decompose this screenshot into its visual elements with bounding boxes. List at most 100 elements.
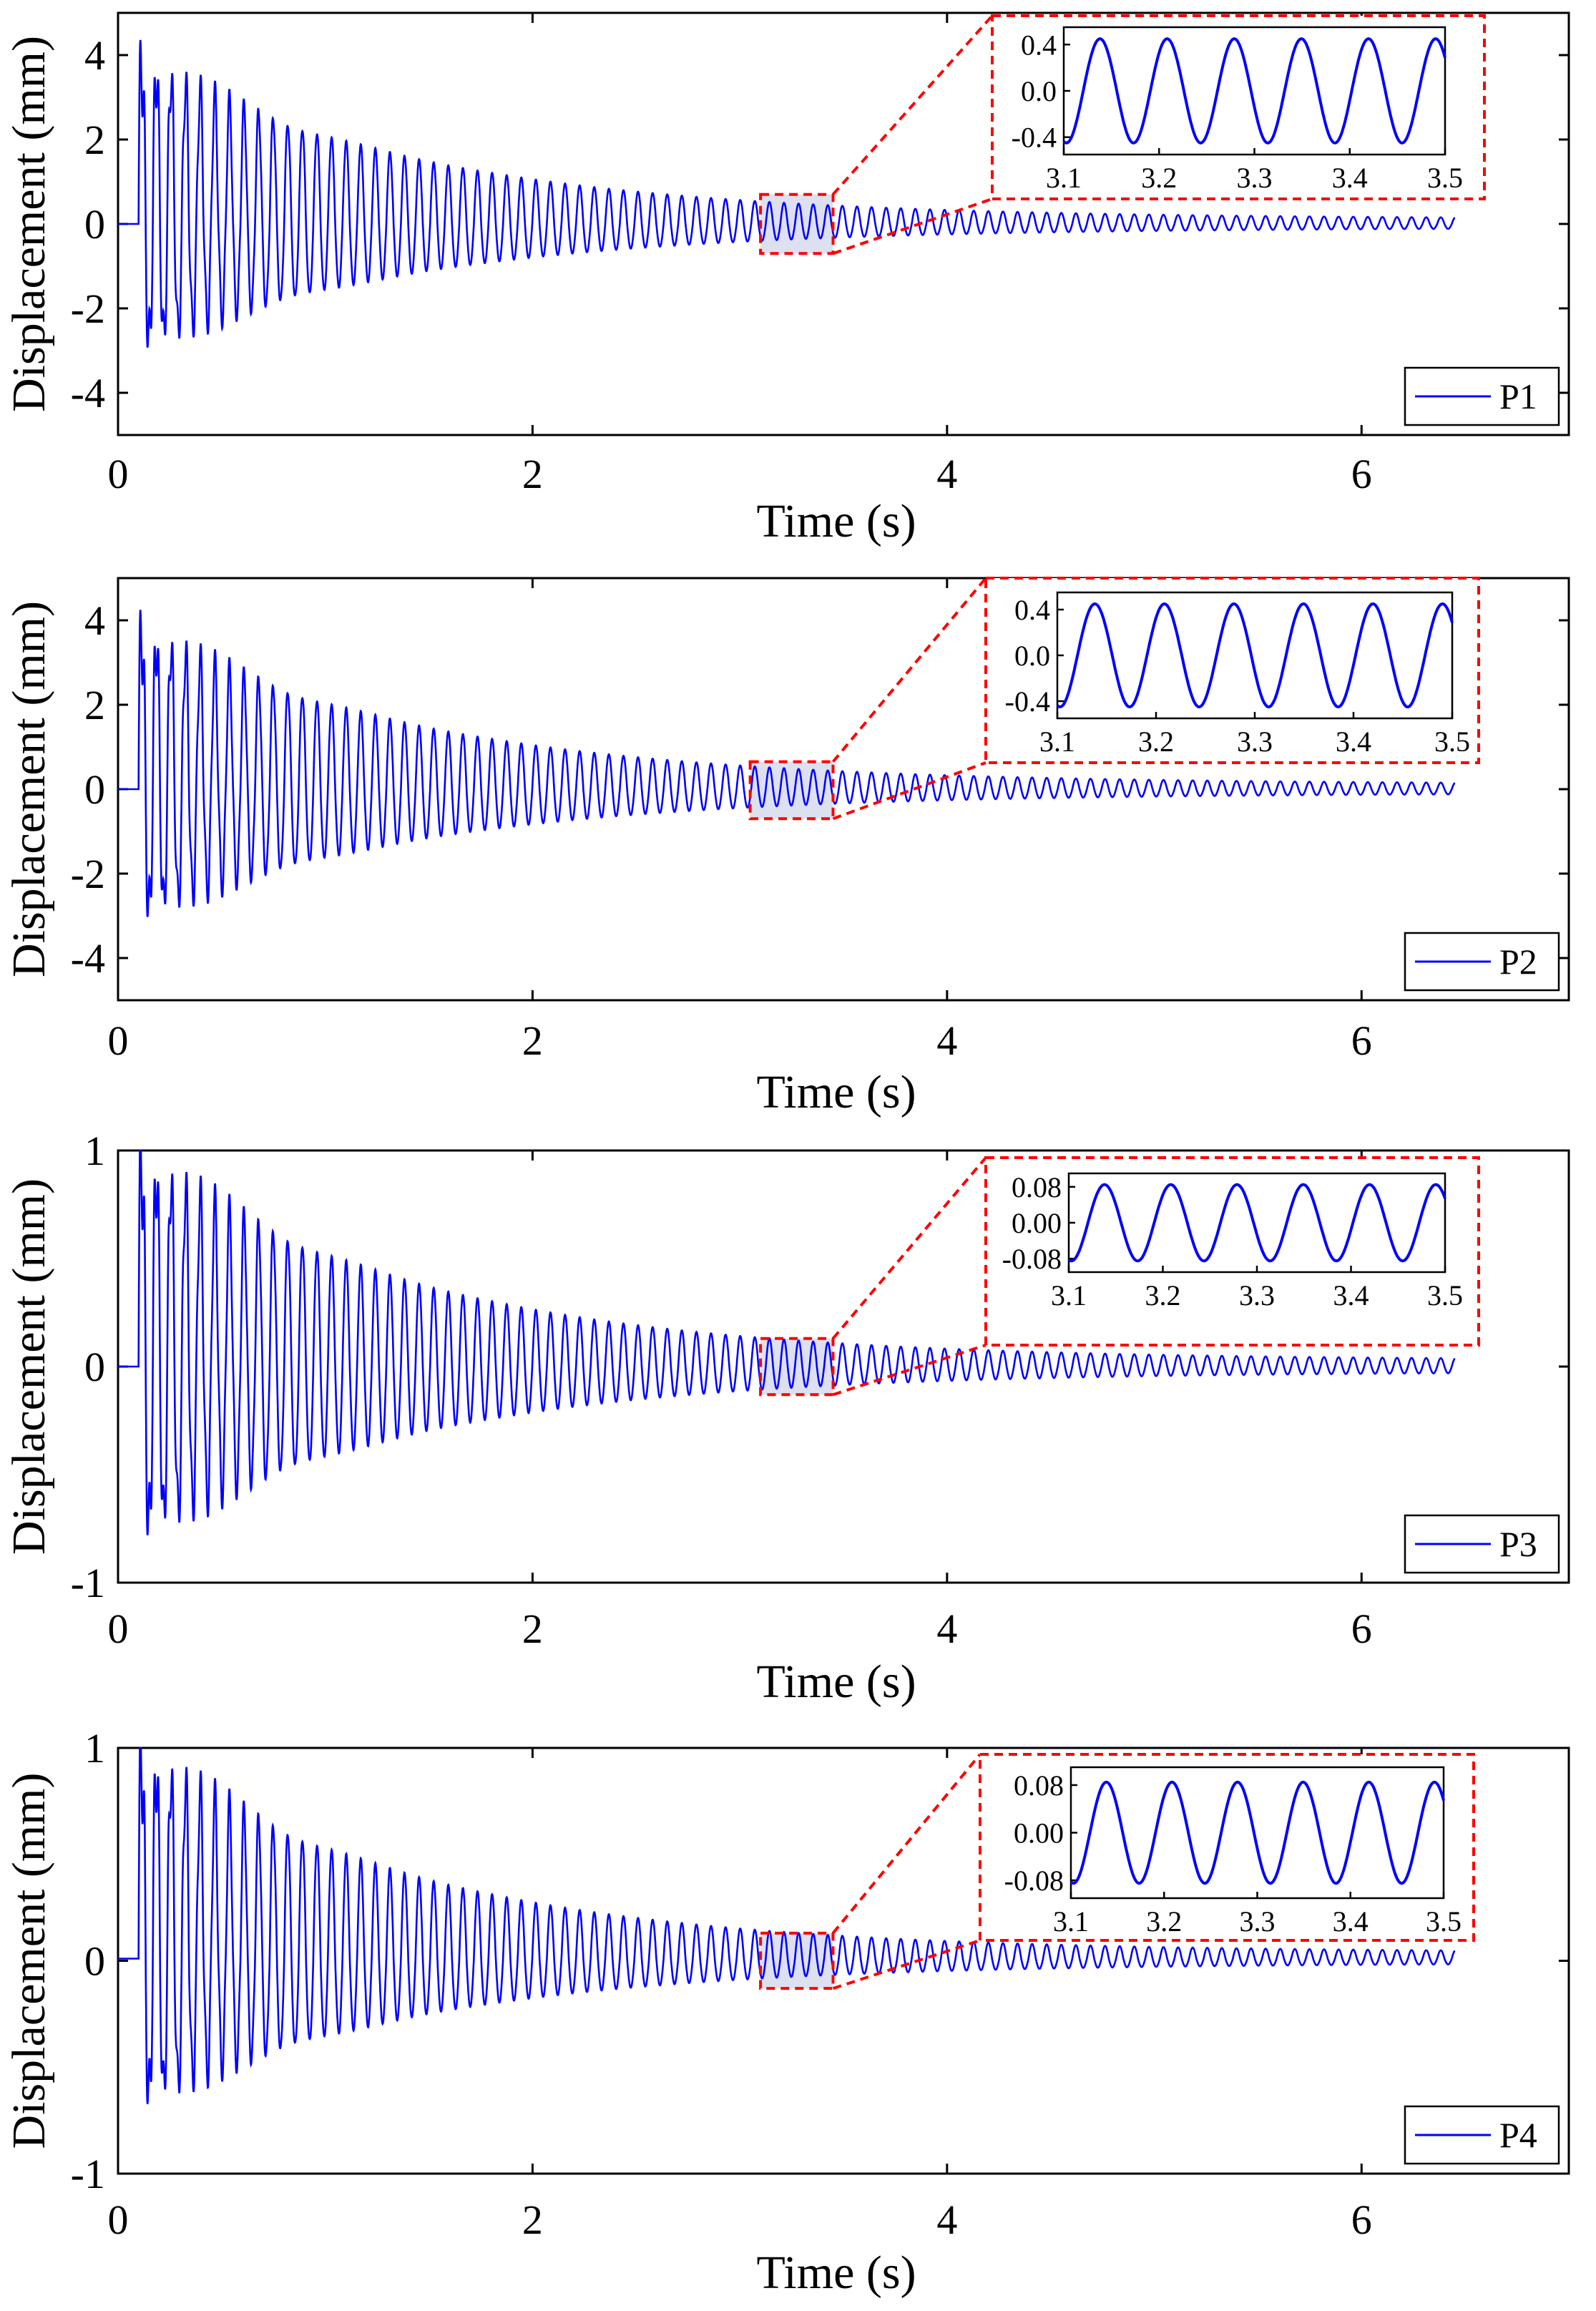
inset-frame — [1056, 591, 1454, 720]
inset-x-tick-label: 3.4 — [1333, 1905, 1369, 1938]
legend-label: P4 — [1499, 2115, 1537, 2155]
y-tick-label: -2 — [71, 851, 105, 897]
x-axis-label: Time (s) — [756, 1066, 916, 1118]
x-tick-label: 6 — [1351, 451, 1372, 497]
inset-x-tick-label: 3.2 — [1146, 1905, 1182, 1938]
inset-x-tick-label: 3.5 — [1427, 1279, 1463, 1311]
inset-y-tick-label: -0.4 — [1005, 685, 1050, 718]
inset-x-tick-label: 3.4 — [1333, 1279, 1369, 1311]
inset-frame — [1069, 1766, 1445, 1900]
y-tick-label: 0 — [84, 201, 105, 248]
inset-chart: 0.4 0.0 -0.4 3.1 3.2 3.3 3.4 3.5 — [1012, 26, 1463, 194]
legend: P3 — [1404, 1514, 1560, 1574]
inset-series-line — [1067, 1183, 1446, 1263]
inset-x-tick-label: 3.2 — [1141, 162, 1177, 194]
legend: P2 — [1404, 932, 1560, 992]
inset-y-tick-label: -0.08 — [1002, 1243, 1062, 1275]
inset-y-tick-label: 0.4 — [1021, 29, 1057, 61]
series-line-p4 — [118, 1746, 1456, 2104]
x-tick-label: 0 — [108, 1017, 129, 1064]
inset-series-line — [1069, 1780, 1445, 1885]
inset-y-tick-label: -0.4 — [1012, 122, 1057, 154]
inset-series-line — [1056, 602, 1454, 709]
y-tick-label: 2 — [84, 682, 105, 728]
inset-x-tick-label: 3.3 — [1240, 1905, 1276, 1938]
y-tick-label: -1 — [71, 2151, 105, 2197]
inset-chart: 0.08 0.00 -0.08 3.1 3.2 3.3 3.4 3.5 — [1002, 1171, 1463, 1311]
inset-chart: 0.4 0.0 -0.4 3.1 3.2 3.3 3.4 3.5 — [1005, 591, 1470, 758]
inset-x-tick-label: 3.3 — [1237, 725, 1273, 758]
inset-x-tick-label: 3.4 — [1332, 162, 1368, 194]
x-tick-label: 4 — [936, 451, 957, 497]
inset-y-tick-label: 0.00 — [1012, 1207, 1062, 1239]
zoom-connector-bottom — [832, 1344, 987, 1397]
inset-y-tick-label: 0.08 — [1014, 1769, 1064, 1802]
inset-x-tick-label: 3.3 — [1237, 162, 1273, 194]
y-tick-label: 4 — [84, 597, 105, 644]
y-axis-label: Displacement (mm) — [3, 1772, 55, 2149]
series-line-p1 — [118, 39, 1456, 348]
inset-frame — [1067, 1172, 1446, 1274]
zoom-connector-top — [831, 577, 987, 763]
x-tick-label: 6 — [1351, 1017, 1372, 1064]
legend-label: P1 — [1499, 376, 1537, 416]
legend-label: P2 — [1499, 942, 1537, 982]
inset-chart: 0.08 0.00 -0.08 3.1 3.2 3.3 3.4 3.5 — [1004, 1766, 1462, 1938]
x-tick-label: 0 — [108, 451, 129, 497]
series-line-p3 — [118, 1149, 1456, 1535]
y-axis-label: Displacement (mm) — [3, 36, 55, 412]
inset-y-tick-label: 0.4 — [1014, 594, 1050, 626]
x-tick-label: 2 — [522, 2197, 543, 2243]
x-axis-label: Time (s) — [756, 2247, 916, 2299]
legend-label: P3 — [1499, 1524, 1537, 1564]
y-tick-label: 0 — [84, 1344, 105, 1390]
legend: P4 — [1404, 2105, 1560, 2165]
x-tick-label: 2 — [522, 451, 543, 497]
x-tick-label: 4 — [936, 1017, 957, 1064]
x-tick-label: 6 — [1351, 1606, 1372, 1652]
zoom-connector-top — [831, 1156, 987, 1340]
y-tick-label: 2 — [84, 117, 105, 163]
inset-x-tick-label: 3.1 — [1046, 162, 1082, 194]
zoom-region-box — [759, 1337, 835, 1397]
inset-x-tick-label: 3.1 — [1039, 725, 1075, 758]
x-tick-label: 6 — [1351, 2197, 1372, 2243]
x-tick-label: 0 — [108, 1606, 129, 1652]
inset-x-tick-label: 3.5 — [1434, 725, 1470, 758]
zoom-region-fill — [750, 761, 833, 819]
x-tick-label: 0 — [108, 2197, 129, 2243]
inset-y-tick-label: 0.0 — [1014, 640, 1050, 672]
inset-frame — [1062, 26, 1446, 156]
zoom-region-box — [759, 192, 835, 255]
y-tick-label: 1 — [84, 1725, 105, 1772]
y-tick-label: -4 — [71, 370, 105, 416]
inset-x-tick-label: 3.1 — [1051, 1279, 1087, 1311]
x-axis-label: Time (s) — [756, 495, 916, 547]
x-tick-label: 4 — [936, 2197, 957, 2243]
inset-x-tick-label: 3.3 — [1239, 1279, 1275, 1311]
y-tick-label: 4 — [84, 32, 105, 79]
y-tick-label: -2 — [71, 285, 105, 332]
y-tick-label: -1 — [71, 1560, 105, 1606]
y-tick-label: -4 — [71, 935, 105, 982]
inset-x-tick-label: 3.2 — [1145, 1279, 1181, 1311]
x-tick-label: 4 — [936, 1606, 957, 1652]
zoom-connector-bottom — [832, 1939, 981, 1990]
zoom-connector-top — [831, 1753, 981, 1935]
series-line-p2 — [118, 610, 1456, 917]
zoom-region-fill — [760, 194, 833, 254]
y-tick-label: 1 — [84, 1128, 105, 1174]
inset-y-tick-label: -0.08 — [1004, 1865, 1064, 1897]
y-axis-label: Displacement (mm) — [3, 601, 55, 977]
y-tick-label: 0 — [84, 766, 105, 813]
inset-x-tick-label: 3.1 — [1053, 1905, 1089, 1938]
y-axis-label: Displacement (mm) — [3, 1178, 55, 1555]
zoom-region-box — [748, 760, 835, 821]
inset-series-line — [1062, 37, 1446, 145]
inset-x-tick-label: 3.2 — [1138, 725, 1174, 758]
